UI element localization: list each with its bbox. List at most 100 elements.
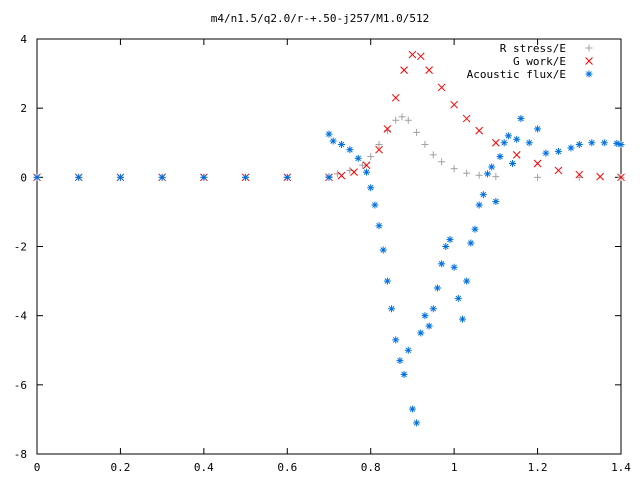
data-point [437, 83, 446, 92]
data-point [450, 165, 458, 173]
y-tick-label: -8 [14, 448, 27, 461]
data-point [450, 100, 458, 109]
data-point [463, 277, 471, 285]
data-point [442, 243, 450, 250]
series-layer [33, 50, 625, 427]
data-point [400, 66, 408, 74]
data-point [325, 173, 333, 181]
data-point [200, 173, 208, 181]
data-point [454, 294, 462, 302]
data-point [383, 277, 391, 285]
x-tick-label: 0.4 [194, 461, 214, 474]
data-point [329, 137, 337, 145]
legend-marker [585, 70, 593, 78]
data-point [496, 153, 504, 161]
data-point [363, 168, 371, 176]
data-point [283, 173, 291, 181]
data-point [492, 173, 500, 181]
data-point [375, 140, 383, 148]
y-tick-label: 2 [20, 102, 27, 115]
data-point [479, 191, 487, 199]
data-point [475, 171, 483, 179]
data-point [413, 419, 421, 427]
data-point [554, 166, 563, 175]
data-point [425, 66, 433, 74]
data-point [375, 145, 383, 154]
data-point [533, 159, 542, 168]
legend-label: Acoustic flux/E [467, 68, 566, 81]
y-tick-label: -4 [14, 310, 28, 323]
y-tick-label: -6 [14, 379, 27, 392]
data-point [383, 125, 392, 133]
x-tick-label: 1.2 [528, 461, 548, 474]
data-point [475, 201, 483, 209]
data-point [383, 127, 391, 135]
legend-marker [585, 57, 593, 65]
data-point [450, 263, 458, 271]
data-point [354, 154, 362, 162]
y-tick-label: 0 [20, 171, 27, 184]
data-point [433, 284, 441, 292]
data-point [392, 116, 400, 124]
data-point [413, 128, 421, 136]
data-point [575, 170, 584, 179]
data-point [567, 144, 575, 152]
y-tick-labels: 4 2 0 -2 -4 -6 -8 [14, 33, 28, 461]
data-point [379, 246, 387, 254]
data-point [75, 173, 83, 181]
data-point [429, 151, 437, 159]
data-point [534, 173, 542, 181]
data-point [504, 132, 512, 140]
data-point [33, 173, 41, 181]
data-point [596, 172, 604, 181]
axis-ticks [36, 38, 622, 455]
data-point [404, 116, 412, 124]
data-point [396, 357, 404, 365]
x-tick-label: 0 [34, 461, 41, 474]
data-point [408, 50, 417, 59]
data-point [613, 139, 621, 147]
data-point [512, 151, 521, 159]
data-point [517, 115, 525, 123]
data-point [492, 198, 500, 206]
legend-marker [585, 44, 593, 52]
data-point [484, 170, 492, 178]
data-point [509, 160, 517, 167]
data-point [429, 305, 437, 313]
data-point [375, 222, 383, 230]
data-point [471, 225, 479, 233]
data-point [421, 312, 429, 320]
data-point [421, 140, 429, 148]
chart-title: m4/n1.5/q2.0/r-+.50-j257/M1.0/512 [211, 12, 430, 25]
plot-frame [36, 38, 622, 455]
data-point [398, 113, 406, 121]
data-point [575, 140, 583, 148]
x-tick-label: 1.4 [611, 461, 631, 474]
data-point [337, 171, 346, 180]
data-point [438, 158, 446, 166]
data-point [416, 52, 425, 61]
series-1 [33, 50, 625, 182]
data-point [475, 126, 484, 135]
data-point [346, 146, 354, 154]
x-tick-label: 1 [451, 461, 458, 474]
data-point [446, 236, 454, 244]
x-tick-label: 0.6 [277, 461, 297, 474]
data-point [542, 149, 550, 157]
data-point [438, 260, 446, 268]
data-point [388, 305, 396, 313]
legend-label: R stress/E [500, 42, 566, 55]
x-tick-labels: 0 0.2 0.4 0.6 0.8 1 1.2 1.4 [34, 461, 632, 474]
data-point [462, 114, 471, 123]
series-0 [33, 113, 625, 181]
x-tick-label: 0.8 [361, 461, 381, 474]
data-point [392, 336, 400, 344]
data-point [467, 239, 475, 247]
data-point [400, 370, 408, 378]
data-point [367, 153, 375, 161]
data-point [242, 173, 250, 181]
data-point [500, 139, 508, 147]
data-point [408, 405, 416, 413]
data-point [404, 346, 412, 354]
